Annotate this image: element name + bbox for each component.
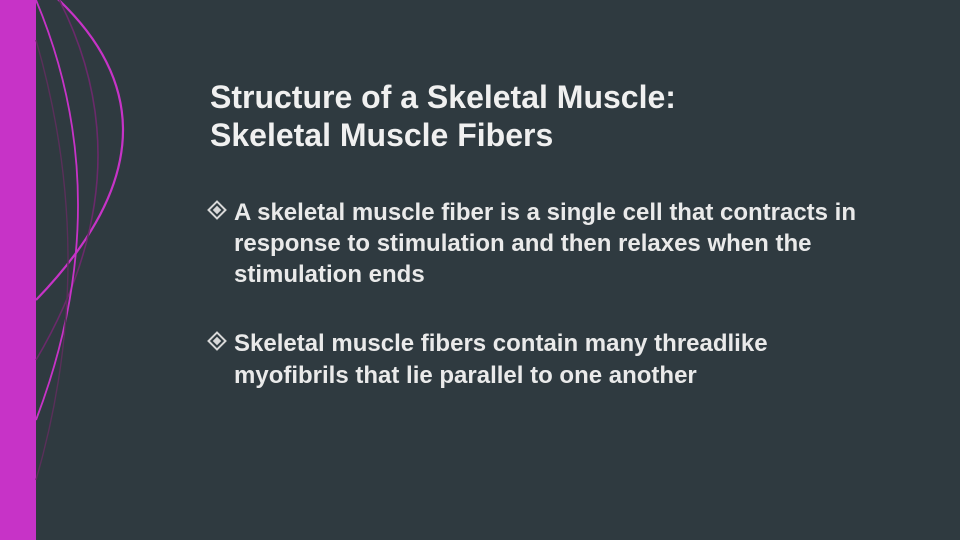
slide-title: Structure of a Skeletal Muscle: Skeletal…	[210, 78, 870, 155]
accent-bar	[0, 0, 36, 540]
title-line-2: Skeletal Muscle Fibers	[210, 117, 553, 153]
bullet-item: Skeletal muscle fibers contain many thre…	[210, 328, 870, 390]
slide-content: Structure of a Skeletal Muscle: Skeletal…	[210, 78, 870, 429]
bullet-text: Skeletal muscle fibers contain many thre…	[234, 328, 870, 390]
title-line-1: Structure of a Skeletal Muscle:	[210, 79, 676, 115]
diamond-bullet-icon	[207, 331, 227, 351]
bullet-text: A skeletal muscle fiber is a single cell…	[234, 197, 870, 291]
diamond-bullet-icon	[207, 200, 227, 220]
bullet-item: A skeletal muscle fiber is a single cell…	[210, 197, 870, 291]
